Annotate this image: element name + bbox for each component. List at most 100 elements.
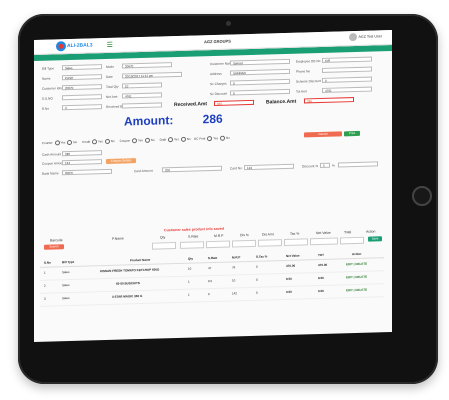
customer-name-field[interactable]: Samad xyxy=(230,58,290,66)
name-field[interactable]: CASH xyxy=(62,74,102,81)
gc-no-label: No xyxy=(225,135,230,140)
th-net-value: Net Value xyxy=(286,253,300,258)
camera-icon xyxy=(226,21,231,26)
counter-label: Counter xyxy=(42,140,53,146)
counter-no-radio[interactable] xyxy=(67,139,73,146)
bank-label: Bank Name xyxy=(42,171,59,176)
total-qty-field[interactable]: 10 xyxy=(122,82,162,89)
draft-yes-radio[interactable] xyxy=(167,137,173,143)
cell-tax: 0 xyxy=(256,277,258,282)
home-button[interactable] xyxy=(412,186,432,206)
net-filter[interactable] xyxy=(310,237,338,246)
cell-tot: 0.00 xyxy=(318,288,324,294)
col-srate: S.Rate xyxy=(188,234,199,239)
employee-field[interactable]: KIR xyxy=(322,56,372,63)
search-button[interactable]: Search xyxy=(44,244,64,250)
hamburger-menu-icon[interactable]: ☰ xyxy=(106,41,113,49)
customer-id-label: Customer Idno xyxy=(42,86,63,91)
edit-delete-link[interactable]: EDIT | DELETE xyxy=(346,274,368,280)
phone-field[interactable] xyxy=(322,66,372,73)
edit-delete-link[interactable]: EDIT | DELETE xyxy=(346,287,368,293)
amount-label: Amount: xyxy=(124,113,174,129)
draft-yes-label: Yes xyxy=(173,137,179,142)
cell-product: 50-50 BUSCUITS xyxy=(116,281,140,286)
scheme-discount-field[interactable]: 0 xyxy=(322,76,372,83)
received-amt-field[interactable]: 840 xyxy=(214,99,254,106)
coupon-yes-radio[interactable] xyxy=(131,138,137,144)
employee-label: Employee DB No xyxy=(296,58,321,64)
th-sno: S.No xyxy=(44,260,51,265)
ss-no-field[interactable] xyxy=(62,94,102,101)
counter-no-label: No xyxy=(73,140,78,145)
total-amt-field[interactable]: 4761 xyxy=(322,86,372,93)
user-menu[interactable]: AGZ Test User xyxy=(348,32,383,42)
gc-no-radio[interactable] xyxy=(219,135,225,141)
gc-print-label: GC Print xyxy=(193,136,206,141)
card-amount-field[interactable]: 200 xyxy=(162,165,222,173)
cell-sno: 2 xyxy=(44,283,46,288)
cell-qty: 1 xyxy=(188,279,190,284)
sc-charges-field[interactable]: 0 xyxy=(230,78,290,86)
amount-display: Amount: 286 xyxy=(124,112,223,129)
credit-no-radio[interactable] xyxy=(104,138,110,145)
counter-yes-radio[interactable] xyxy=(54,140,60,146)
cancel-button[interactable]: Cancel xyxy=(304,131,342,138)
draft-no-radio[interactable] xyxy=(180,136,186,142)
options-row: Counter Yes No Credit Yes No Coupon Yes … xyxy=(42,135,230,146)
cell-product: 3 STAR MAGIC 350 G xyxy=(112,293,143,299)
address-field[interactable]: SAMNAD xyxy=(230,68,290,76)
col-dis-amt: Dis Amt xyxy=(262,232,274,237)
total-filter[interactable] xyxy=(340,236,364,245)
received-amt-label: Received.Amt xyxy=(174,101,208,109)
edit-delete-link[interactable]: EDIT | DELETE xyxy=(346,261,368,267)
sc-discount-field[interactable]: 0 xyxy=(230,88,290,96)
discount-pct-field[interactable]: 5 xyxy=(320,162,330,169)
gc-yes-label: Yes xyxy=(213,136,219,141)
col-qty: Qty xyxy=(160,235,166,240)
user-name: AGZ Test User xyxy=(358,34,383,39)
bill-type-select[interactable]: Sales xyxy=(62,64,102,71)
print-button[interactable]: Print xyxy=(344,130,360,137)
coupon-no-radio[interactable] xyxy=(144,137,150,143)
customer-id-field[interactable]: 20670 xyxy=(62,84,102,91)
cell-tot: 470.00 xyxy=(318,262,328,268)
rate-filter[interactable] xyxy=(180,241,204,249)
discount-extra-field[interactable] xyxy=(338,161,378,168)
mode-field[interactable]: 20670 xyxy=(122,62,172,69)
th-srate: S.Rate xyxy=(208,255,218,261)
bill-no-field[interactable]: 3 xyxy=(62,104,102,111)
bank-select[interactable]: HDFC xyxy=(62,168,112,176)
mrp-filter[interactable] xyxy=(206,240,230,249)
dis-amt-filter[interactable] xyxy=(258,239,282,247)
name-label: Name xyxy=(42,76,51,81)
avatar xyxy=(348,32,357,42)
cell-type: Sales xyxy=(62,270,70,275)
net-amt-field[interactable]: 4761 xyxy=(122,92,162,99)
received-by-field[interactable] xyxy=(122,102,162,109)
th-qty: Qty xyxy=(188,256,194,261)
cash-amount-field[interactable]: 286 xyxy=(62,150,102,157)
cell-qty: 10 xyxy=(188,266,192,271)
credit-yes-label: Yes xyxy=(98,139,103,144)
logo-icon xyxy=(56,41,66,52)
col-action: Action xyxy=(366,229,376,234)
credit-yes-radio[interactable] xyxy=(92,139,97,145)
col-pname: P.Name xyxy=(112,236,124,241)
col-barcode: Barcode xyxy=(50,238,63,243)
coupon-amount-field[interactable]: 134 xyxy=(62,159,102,166)
balance-amt-field[interactable]: 286 xyxy=(304,97,354,104)
cell-tax: 0 xyxy=(256,290,258,295)
mode-label: Mode xyxy=(106,64,114,69)
qty-filter[interactable] xyxy=(152,242,176,250)
col-tax: Tax % xyxy=(290,231,300,236)
save-status-message: Customer sales product info saved xyxy=(164,226,224,233)
date-field[interactable]: 20/10/2017 11:12 pm xyxy=(122,71,182,79)
amount-value: 286 xyxy=(202,111,223,127)
coupon-details-button[interactable]: Coupon Details xyxy=(106,158,136,164)
gc-yes-radio[interactable] xyxy=(207,136,213,142)
save-button[interactable]: Save xyxy=(368,236,382,242)
tax-filter[interactable] xyxy=(284,238,308,247)
balance-amt-label: Balance.Amt xyxy=(266,98,297,106)
dis-pct-filter[interactable] xyxy=(232,239,256,248)
card-no-field[interactable]: 123 xyxy=(244,163,294,171)
